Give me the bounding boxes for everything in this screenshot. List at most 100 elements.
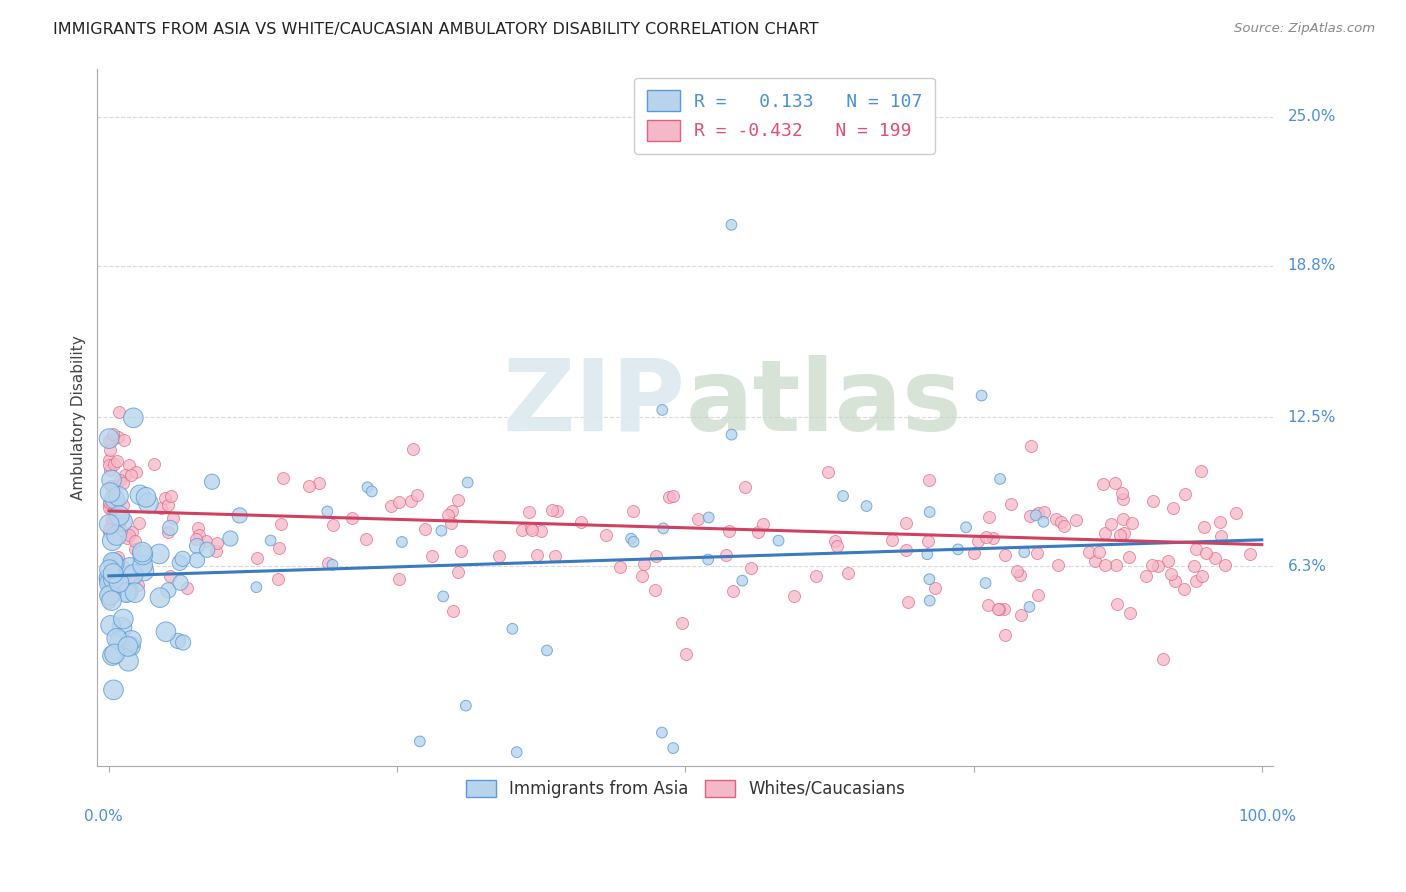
Point bbox=[112, 433, 135, 447]
Point bbox=[1111, 486, 1133, 500]
Point bbox=[135, 491, 157, 505]
Point bbox=[1032, 515, 1054, 529]
Point bbox=[530, 524, 553, 539]
Point bbox=[897, 595, 920, 609]
Point bbox=[107, 489, 129, 503]
Point bbox=[651, 403, 673, 417]
Point bbox=[720, 218, 742, 232]
Point bbox=[974, 530, 997, 544]
Point bbox=[98, 572, 121, 586]
Point bbox=[1239, 547, 1261, 561]
Point bbox=[105, 506, 128, 520]
Point bbox=[1008, 568, 1031, 582]
Point bbox=[101, 427, 124, 442]
Point bbox=[153, 491, 176, 505]
Point bbox=[101, 566, 124, 581]
Point bbox=[409, 734, 432, 748]
Point bbox=[981, 531, 1004, 545]
Point bbox=[219, 532, 242, 546]
Point bbox=[1140, 558, 1163, 572]
Point bbox=[697, 552, 720, 566]
Point bbox=[117, 532, 139, 546]
Point bbox=[259, 533, 281, 548]
Point bbox=[115, 585, 138, 599]
Point bbox=[188, 528, 211, 542]
Point bbox=[184, 533, 207, 547]
Point bbox=[267, 541, 290, 555]
Point bbox=[156, 524, 179, 539]
Point bbox=[824, 534, 846, 549]
Point bbox=[107, 430, 129, 444]
Point bbox=[100, 479, 122, 493]
Point bbox=[544, 549, 567, 564]
Point bbox=[488, 549, 510, 564]
Point bbox=[169, 575, 191, 590]
Point bbox=[946, 542, 969, 557]
Point bbox=[720, 427, 742, 442]
Point bbox=[98, 495, 121, 509]
Point bbox=[124, 533, 146, 548]
Point bbox=[1185, 542, 1208, 557]
Point bbox=[228, 508, 250, 523]
Point bbox=[100, 433, 122, 447]
Point bbox=[651, 725, 673, 739]
Point bbox=[652, 521, 675, 535]
Point bbox=[1025, 508, 1047, 523]
Point bbox=[1033, 505, 1056, 519]
Point bbox=[661, 489, 683, 503]
Point bbox=[117, 585, 139, 599]
Point bbox=[1088, 545, 1111, 559]
Point bbox=[1112, 525, 1135, 540]
Point bbox=[103, 682, 125, 697]
Point bbox=[172, 635, 194, 649]
Point bbox=[1192, 520, 1215, 534]
Text: 6.3%: 6.3% bbox=[1288, 558, 1326, 574]
Point bbox=[1225, 506, 1247, 520]
Point bbox=[1018, 509, 1040, 524]
Point bbox=[675, 647, 697, 661]
Point bbox=[1078, 545, 1101, 559]
Text: ZIP: ZIP bbox=[502, 355, 685, 451]
Point bbox=[112, 498, 135, 512]
Point bbox=[918, 572, 941, 586]
Point bbox=[1104, 475, 1126, 490]
Point bbox=[387, 495, 409, 509]
Text: 25.0%: 25.0% bbox=[1288, 109, 1336, 124]
Point bbox=[117, 654, 139, 668]
Point bbox=[817, 465, 839, 479]
Point bbox=[723, 584, 745, 599]
Point bbox=[1053, 519, 1076, 533]
Point bbox=[1211, 529, 1233, 543]
Point bbox=[111, 558, 134, 573]
Point bbox=[98, 589, 121, 603]
Point bbox=[111, 515, 134, 529]
Point bbox=[837, 566, 859, 580]
Point bbox=[501, 622, 523, 636]
Point bbox=[1182, 558, 1205, 573]
Point bbox=[1018, 599, 1040, 614]
Point bbox=[1099, 517, 1122, 532]
Point bbox=[917, 547, 939, 561]
Point bbox=[441, 604, 464, 618]
Point bbox=[988, 472, 1011, 486]
Point bbox=[103, 491, 125, 505]
Point bbox=[246, 551, 269, 566]
Point bbox=[977, 598, 1000, 612]
Point bbox=[644, 583, 666, 598]
Point bbox=[150, 501, 173, 516]
Text: 18.8%: 18.8% bbox=[1288, 258, 1336, 273]
Point bbox=[1174, 487, 1197, 501]
Point bbox=[101, 512, 124, 526]
Point bbox=[1173, 582, 1195, 596]
Point bbox=[1121, 516, 1143, 530]
Point bbox=[111, 475, 134, 490]
Point bbox=[1135, 569, 1157, 583]
Point bbox=[97, 501, 120, 516]
Point bbox=[1025, 546, 1047, 560]
Point bbox=[271, 471, 294, 485]
Point bbox=[121, 524, 143, 539]
Point bbox=[391, 535, 413, 549]
Point bbox=[1108, 528, 1130, 542]
Point bbox=[98, 432, 121, 446]
Point bbox=[697, 510, 720, 524]
